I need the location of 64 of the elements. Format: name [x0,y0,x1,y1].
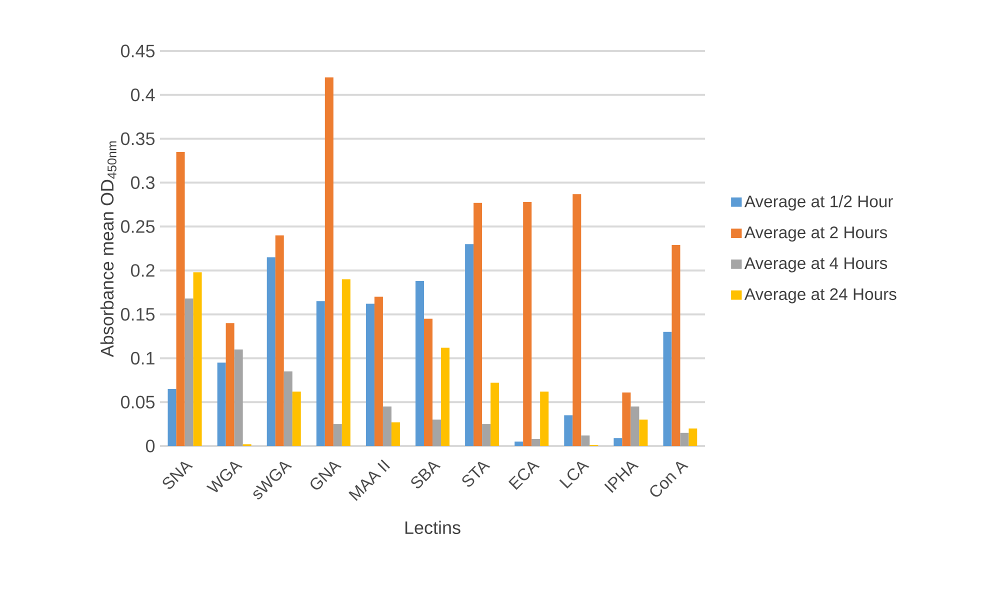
bar [540,392,549,446]
bar [176,152,185,446]
bar [441,348,450,446]
x-axis-title: Lectins [405,520,460,534]
bar [639,420,648,446]
bar [680,432,689,446]
bar [234,349,243,446]
bar [316,301,325,446]
y-tick-label: 0.15 [120,308,155,321]
bar [465,244,474,446]
y-tick-label: 0.2 [130,264,154,277]
bar [490,382,500,446]
y-tick-label: 0.05 [120,396,155,408]
x-tick-label: GNA [310,462,342,490]
legend-label: Average at 4 Hours [744,257,888,272]
bar [424,318,433,446]
bar [333,424,342,446]
bar [432,420,442,446]
legend-label: Average at 2 Hours [744,226,888,242]
bar [193,272,202,446]
y-tick-label: 0.3 [130,176,155,190]
bar [382,406,392,446]
bar [523,202,532,446]
bar [366,304,374,446]
y-axis-title: Absorbance mean OD$_{450nm}$ [100,141,116,358]
bar [226,323,234,446]
bar [324,77,334,446]
bar [564,415,573,446]
y-tick-label: 0.45 [120,44,155,58]
bar [532,438,540,446]
bar [482,424,491,446]
y-tick-label: 0 [146,440,155,452]
bar [514,442,524,446]
bar [184,298,194,446]
x-tick-label: Con A [650,462,688,497]
y-tick-label: 0.4 [130,88,155,102]
bar [374,296,383,446]
bar [688,428,698,446]
bar [614,438,622,446]
bar [391,422,400,446]
bar [342,279,350,446]
bar [266,257,276,446]
x-tick-label: LCA [559,462,590,489]
bar [275,235,284,446]
x-tick-label: SNA [162,462,193,489]
x-tick-label: SBA [411,462,441,488]
bar [672,244,680,446]
bar [168,388,176,446]
bar [630,406,640,446]
bar [217,362,226,446]
bar [416,280,424,446]
bar [581,435,590,446]
bar [572,194,582,446]
legend-label: Average at 1/2 Hour [744,195,893,211]
x-tick-label: STA [462,462,490,487]
bar [474,202,482,446]
legend-label: Average at 24 Hours [744,288,896,304]
bar [622,392,631,446]
y-tick-label: 0.25 [120,220,155,233]
y-tick-label: 0.1 [130,352,154,365]
bar [292,392,301,446]
bar [284,371,292,446]
y-tick-label: 0.35 [120,132,155,146]
bar [663,332,672,446]
